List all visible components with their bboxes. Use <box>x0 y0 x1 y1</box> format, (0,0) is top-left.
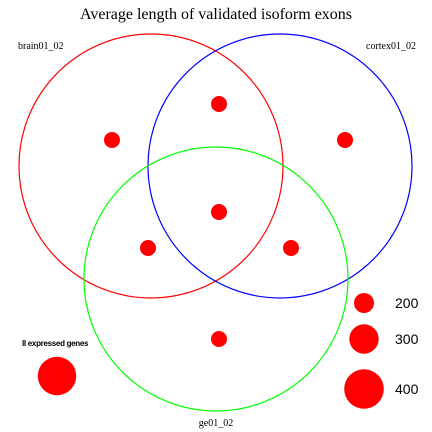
size-legend-label-200: 200 <box>395 295 419 311</box>
outside-point-group <box>37 356 77 396</box>
region-point-cortex-ge <box>283 240 299 256</box>
region-point-brain-ge <box>140 240 156 256</box>
size-legend-circle-200 <box>354 293 374 313</box>
size-legend-label-400: 400 <box>395 381 419 397</box>
size-legend-circle-400 <box>344 369 384 409</box>
size-legend-label-300: 300 <box>395 331 419 347</box>
region-point-ge <box>211 331 227 347</box>
region-point-brain <box>104 132 120 148</box>
region-point-brain-cortex <box>211 96 227 112</box>
set-circle-brain <box>18 33 284 299</box>
set-label-cortex: cortex01_02 <box>366 41 416 52</box>
region-point-cortex <box>337 132 353 148</box>
outside-label: ll expressed genes <box>22 339 89 348</box>
set-circle-ge <box>83 146 349 412</box>
size-legend: 200 300 400 <box>344 293 419 409</box>
set-label-ge: ge01_02 <box>199 418 233 429</box>
region-points <box>104 96 353 347</box>
outside-point <box>37 356 77 396</box>
size-legend-circle-300 <box>349 324 379 354</box>
set-circle-cortex <box>147 33 413 299</box>
set-label-brain: brain01_02 <box>18 41 64 52</box>
chart-title: Average length of validated isoform exon… <box>80 6 352 23</box>
region-point-brain-cortex-ge <box>211 204 227 220</box>
